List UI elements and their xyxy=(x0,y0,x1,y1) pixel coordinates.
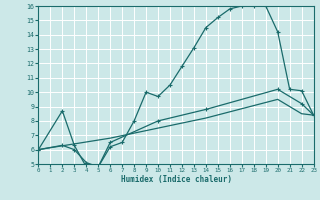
X-axis label: Humidex (Indice chaleur): Humidex (Indice chaleur) xyxy=(121,175,231,184)
